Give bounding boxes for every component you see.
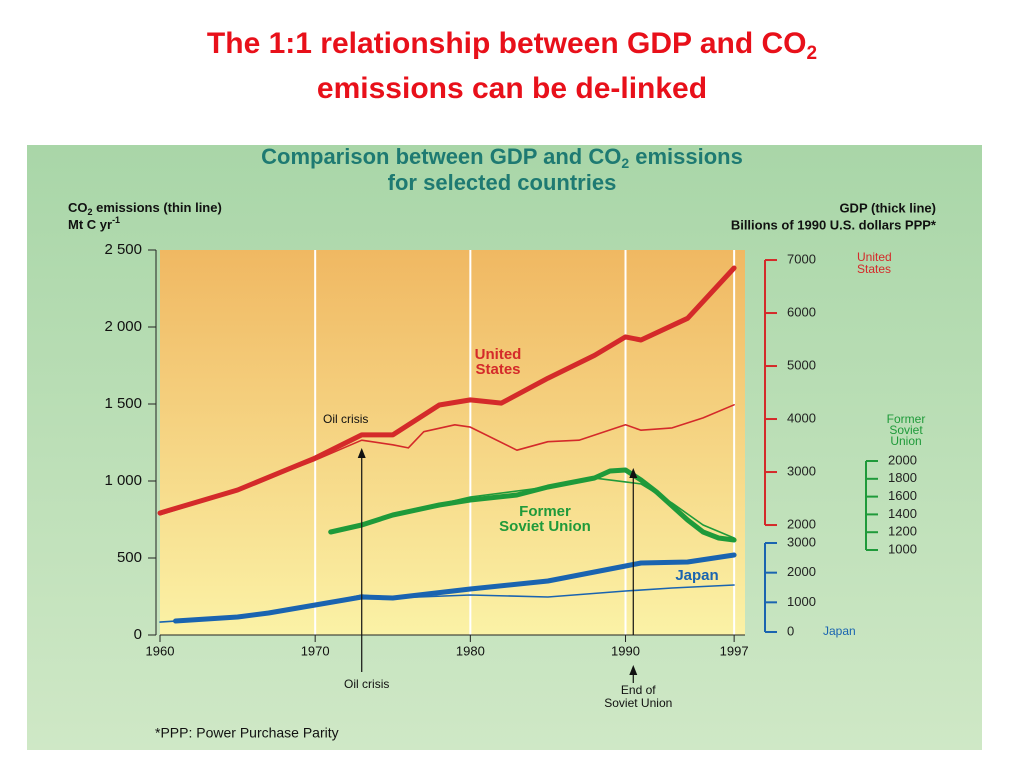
series-line [159, 403, 735, 516]
right-tick-label: 4000 [787, 410, 816, 425]
right-axis-name: Union [890, 434, 921, 448]
right-axis-name: Former [887, 412, 926, 426]
y-tick-label: 2 000 [104, 318, 142, 335]
right-tick-label: 6000 [787, 304, 816, 319]
annotation-label: Soviet Union [604, 696, 672, 710]
arrow-head [357, 448, 366, 458]
chart-title: Comparison between GDP and CO2 emissions [261, 144, 743, 171]
y-axis-unit: Mt C yr-1 [68, 215, 120, 232]
right-axis-name: United [857, 250, 892, 264]
right-tick-label: 7000 [787, 251, 816, 266]
y-tick-label: 2 500 [104, 241, 142, 258]
series-label: Soviet Union [499, 518, 591, 535]
right-axis-name: States [857, 262, 891, 276]
y2-axis-unit: Billions of 1990 U.S. dollars PPP* [731, 217, 937, 232]
right-tick-label: 1000 [888, 541, 917, 556]
right-tick-label: 1800 [888, 470, 917, 485]
y-axis-title: CO2 emissions (thin line) [68, 200, 222, 217]
slide-title-line2: emissions can be de-linked [317, 72, 707, 105]
right-tick-label: 3000 [787, 534, 816, 549]
x-tick-label: 1970 [301, 643, 330, 658]
right-tick-label: 1400 [888, 506, 917, 521]
footnote: *PPP: Power Purchase Parity [155, 725, 339, 741]
series-label: United [475, 346, 522, 363]
annotation-label: End of [621, 683, 656, 697]
annotation-label: Oil crisis [344, 677, 389, 691]
series-label: States [475, 361, 520, 378]
chart-title-sub: 2 [621, 155, 629, 171]
right-axis-name: Soviet [889, 423, 923, 437]
y-axis-title-text: emissions (thin line) [93, 200, 222, 215]
right-tick-label: 2000 [787, 516, 816, 531]
right-tick-label: 1000 [787, 594, 816, 609]
series-label: Former [519, 503, 571, 520]
y-axis-title-sub: 2 [88, 207, 93, 217]
y2-axis-title: GDP (thick line) [839, 200, 936, 215]
series-line [159, 584, 735, 623]
arrow-head [629, 468, 638, 478]
right-tick-label: 1200 [888, 524, 917, 539]
right-tick-label: 0 [787, 623, 794, 638]
y-axis-unit-sup: -1 [112, 215, 120, 225]
arrow-head [629, 665, 638, 675]
x-tick-label: 1960 [146, 643, 175, 658]
right-tick-label: 2000 [888, 452, 917, 467]
x-tick-label: 1980 [456, 643, 485, 658]
y-tick-label: 1 500 [104, 395, 142, 412]
series-line [329, 477, 735, 539]
right-axis-name: Japan [823, 624, 856, 638]
y-axis-unit-text: Mt C yr [68, 217, 112, 232]
y-axis-title-text: CO [68, 200, 88, 215]
slide-title: The 1:1 relationship between GDP and CO2 [207, 27, 817, 64]
y-tick-label: 1 000 [104, 472, 142, 489]
annotation-label: Oil crisis [323, 412, 368, 426]
slide-title-sub: 2 [806, 43, 817, 64]
right-tick-label: 2000 [787, 564, 816, 579]
right-tick-label: 5000 [787, 357, 816, 372]
right-tick-label: 3000 [787, 463, 816, 478]
series-label: Japan [675, 567, 718, 584]
plot-area [160, 250, 745, 635]
y-tick-label: 500 [117, 549, 142, 566]
x-tick-label: 1990 [611, 643, 640, 658]
x-tick-label: 1997 [720, 643, 749, 658]
slide-title-text: The 1:1 relationship between GDP and CO [207, 27, 807, 60]
chart-title-line2: for selected countries [388, 170, 617, 195]
y-tick-label: 0 [134, 626, 142, 643]
right-tick-label: 1600 [888, 488, 917, 503]
chart-title-text: emissions [629, 144, 743, 169]
chart-title-text: Comparison between GDP and CO [261, 144, 621, 169]
series-line [157, 265, 737, 516]
